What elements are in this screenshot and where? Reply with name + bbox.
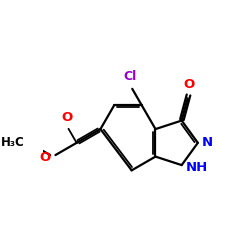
Text: O: O <box>184 78 195 91</box>
Text: N: N <box>202 136 213 149</box>
Text: O: O <box>39 151 50 164</box>
Text: H₃C: H₃C <box>1 136 25 149</box>
Text: NH: NH <box>185 161 208 174</box>
Text: Cl: Cl <box>123 70 136 83</box>
Text: O: O <box>61 111 72 124</box>
